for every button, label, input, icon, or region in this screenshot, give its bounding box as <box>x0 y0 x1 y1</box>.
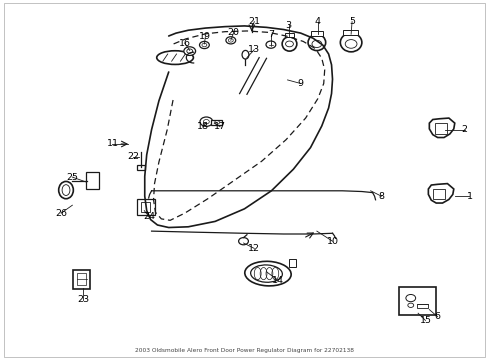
Ellipse shape <box>242 50 248 59</box>
Text: 1: 1 <box>466 192 471 201</box>
Circle shape <box>200 117 212 126</box>
Text: 11: 11 <box>106 139 118 148</box>
Ellipse shape <box>156 51 193 64</box>
Bar <box>288 259 295 267</box>
Text: 24: 24 <box>143 212 155 221</box>
Circle shape <box>183 47 195 55</box>
Bar <box>310 31 322 36</box>
Text: 18: 18 <box>197 122 208 131</box>
Text: 14: 14 <box>271 276 283 284</box>
Text: 2003 Oldsmobile Alero Front Door Power Regulator Diagram for 22702138: 2003 Oldsmobile Alero Front Door Power R… <box>135 348 353 353</box>
Bar <box>416 304 427 308</box>
Text: 22: 22 <box>127 152 139 161</box>
Bar <box>137 165 144 170</box>
Text: 8: 8 <box>378 192 384 201</box>
Ellipse shape <box>307 34 325 51</box>
Text: 3: 3 <box>285 21 291 30</box>
Text: 10: 10 <box>326 237 338 246</box>
Ellipse shape <box>59 181 73 199</box>
Bar <box>211 120 222 125</box>
Text: 15: 15 <box>419 316 430 325</box>
FancyBboxPatch shape <box>73 270 90 289</box>
Text: 12: 12 <box>248 244 260 253</box>
Text: 6: 6 <box>434 312 440 321</box>
Text: 4: 4 <box>314 17 320 26</box>
Ellipse shape <box>244 261 290 286</box>
Bar <box>432 189 445 199</box>
Text: 5: 5 <box>348 17 354 26</box>
Text: 17: 17 <box>214 122 225 131</box>
Bar <box>434 123 447 134</box>
Text: 9: 9 <box>297 79 303 88</box>
Text: 20: 20 <box>227 28 239 37</box>
Text: 25: 25 <box>66 173 78 181</box>
Text: 7: 7 <box>268 30 274 39</box>
Text: 16: 16 <box>179 39 190 48</box>
Text: 19: 19 <box>199 32 211 41</box>
Text: 26: 26 <box>55 209 67 217</box>
Bar <box>343 30 357 35</box>
Circle shape <box>265 41 275 48</box>
FancyBboxPatch shape <box>85 172 99 189</box>
Ellipse shape <box>340 33 361 52</box>
Circle shape <box>225 37 235 44</box>
Polygon shape <box>428 118 454 138</box>
Ellipse shape <box>282 37 296 51</box>
Bar <box>141 202 149 212</box>
Text: 2: 2 <box>461 125 467 134</box>
Circle shape <box>199 41 209 49</box>
Text: 13: 13 <box>248 45 260 54</box>
Text: 23: 23 <box>77 295 89 304</box>
FancyBboxPatch shape <box>137 199 154 215</box>
Bar <box>284 33 294 37</box>
Text: 21: 21 <box>248 17 260 26</box>
Bar <box>77 273 85 285</box>
FancyBboxPatch shape <box>398 287 435 315</box>
Polygon shape <box>427 184 453 203</box>
